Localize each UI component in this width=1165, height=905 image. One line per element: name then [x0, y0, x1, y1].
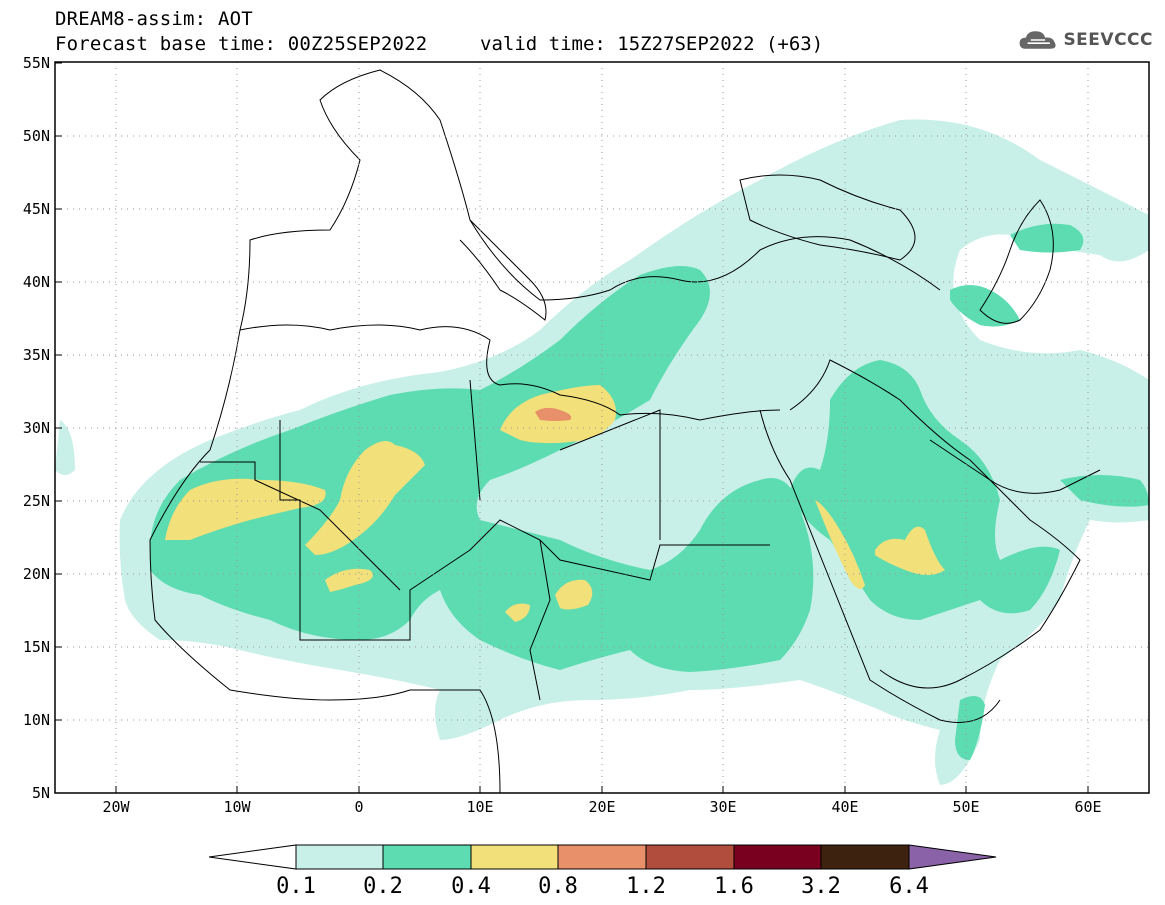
seevccc-logo: SEEVCCC [1018, 24, 1153, 56]
coastlines [149, 69, 1101, 793]
aot-band-0.4 [555, 579, 593, 610]
aot-band-0.4 [815, 500, 865, 589]
coast-caspian [979, 199, 1054, 324]
border-line [469, 379, 661, 701]
lon-label: 10W [223, 798, 251, 816]
coast-mediterranean [239, 324, 781, 421]
aot-band-0.2 [150, 266, 814, 672]
colorbar-cell [382, 844, 472, 870]
colorbar-label: 0.4 [451, 874, 491, 899]
colorbar-cell [645, 844, 735, 870]
colorbar-label: 0.2 [363, 874, 403, 899]
lat-label: 5N [32, 784, 50, 802]
colorbar-cell [208, 844, 297, 870]
coast-arabia [789, 359, 1081, 689]
lon-label: 40E [831, 798, 858, 816]
valid-time: valid time: 15Z27SEP2022 (+63) [480, 33, 824, 55]
colorbar-cell [470, 844, 559, 870]
colorbar-cell [733, 844, 822, 870]
colorbar-cell [295, 844, 384, 870]
lat-label: 30N [23, 419, 50, 437]
chart-title: DREAM8-assim: AOT [55, 8, 253, 30]
lat-label: 45N [23, 200, 50, 218]
colorbar-label: 0.8 [538, 874, 578, 899]
lon-labels: 20W 10W 0 10E 20E 30E 40E 50E 60E [102, 798, 1101, 816]
aot-band-0.8 [535, 407, 572, 421]
lon-label: 20W [102, 798, 130, 816]
lat-label: 50N [23, 127, 50, 145]
colorbar-label: 1.2 [626, 874, 666, 899]
lon-label: 30E [709, 798, 736, 816]
lat-label: 25N [23, 492, 50, 510]
cloud-icon [1019, 31, 1056, 49]
coast-africa [149, 329, 501, 793]
colorbar-labels: 0.1 0.2 0.4 0.8 1.2 1.6 3.2 6.4 [276, 874, 929, 899]
aot-field [55, 119, 1149, 785]
coast-europe [239, 69, 941, 331]
logo-text: SEEVCCC [1063, 30, 1153, 50]
aot-band-0.2 [1010, 223, 1084, 253]
lat-labels: 55N 50N 45N 40N 35N 30N 25N 20N 15N 10N … [23, 54, 50, 802]
colorbar-cell [820, 844, 910, 870]
aot-band-0.4 [505, 603, 530, 622]
lon-label: 0 [354, 798, 363, 816]
border-line [279, 420, 770, 641]
lat-label: 35N [23, 346, 50, 364]
graticule [55, 62, 1149, 793]
aot-band-0.2 [950, 285, 1020, 327]
forecast-base-time: Forecast base time: 00Z25SEP2022 [55, 33, 428, 55]
aot-band-0.4 [325, 568, 373, 592]
border-line [200, 461, 401, 591]
colorbar-label: 3.2 [801, 874, 841, 899]
aot-band-0.4 [305, 441, 425, 555]
colorbar-label: 0.1 [276, 874, 316, 899]
lat-label: 20N [23, 565, 50, 583]
aot-band-0.2 [790, 360, 1060, 620]
colorbar-cell [908, 844, 997, 870]
coast-red-sea [759, 409, 1001, 723]
axis-ticks [55, 62, 1089, 793]
aot-band-0.2 [955, 696, 985, 760]
lon-label: 10E [466, 798, 493, 816]
coast-black-sea [739, 174, 916, 261]
aot-band-0.2 [1060, 475, 1149, 507]
lon-label: 50E [952, 798, 979, 816]
coast-gulf [929, 439, 1101, 494]
lat-label: 40N [23, 273, 50, 291]
aot-band-0.1 [55, 420, 75, 475]
colorbar-label: 1.6 [714, 874, 754, 899]
colorbar [208, 844, 997, 870]
lon-label: 60E [1074, 798, 1101, 816]
lon-label: 20E [588, 798, 615, 816]
lat-label: 10N [23, 711, 50, 729]
coast-italy [459, 219, 547, 321]
colorbar-label: 6.4 [889, 874, 929, 899]
aot-band-0.4 [875, 526, 945, 575]
lat-label: 55N [23, 54, 50, 72]
lat-label: 15N [23, 638, 50, 656]
colorbar-cell [557, 844, 647, 870]
